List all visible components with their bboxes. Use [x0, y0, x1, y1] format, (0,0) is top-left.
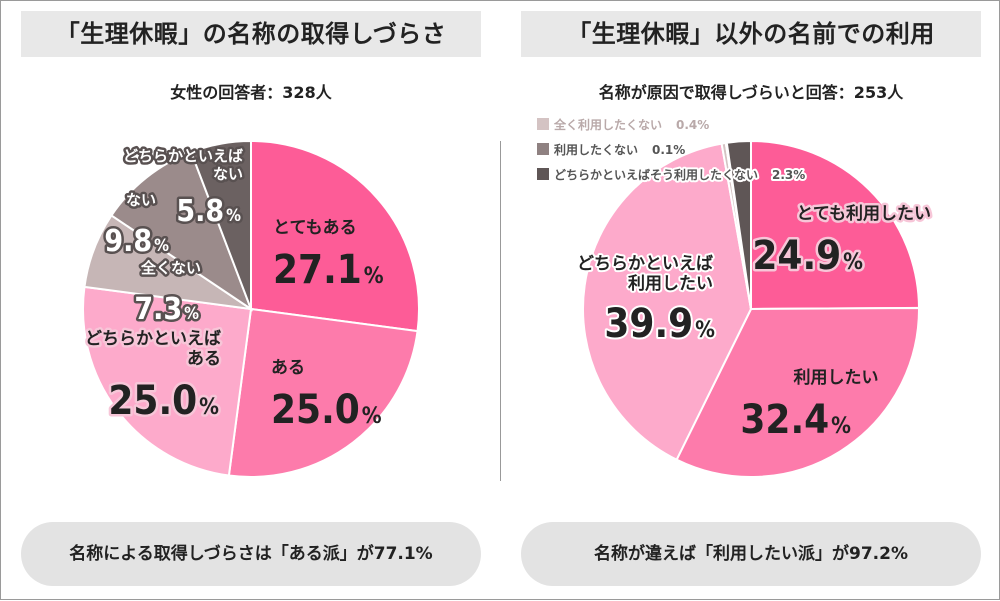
right-legend-item-2: どちらかといえばそう利用したくない 2.3%: [537, 165, 807, 184]
right-legend-swatch-1: [537, 143, 549, 155]
left-label-aru-value: 25.0%: [271, 387, 382, 433]
right-summary-pill: 名称が違えば「利用したい派」が97.2%: [521, 522, 981, 586]
right-legend-item-1: 利用したくない 0.1%: [537, 140, 687, 159]
right-legend-swatch-0: [537, 118, 549, 130]
right-legend-item-0: 全く利用したくない 0.4%: [537, 115, 711, 134]
left-label-dochiraka-aru-text: どちらかといえば: [85, 329, 221, 349]
left-label-dochiraka-nai-text: ない: [213, 165, 243, 183]
right-legend-label-0: 全く利用したくない 0.4%: [553, 117, 709, 132]
left-panel-subtitle: 女性の回答者：328人: [170, 83, 332, 102]
right-pie-slice-0: [750, 139, 921, 311]
right-pie-slice-1: [675, 306, 921, 478]
left-pie-slice-1: [227, 307, 419, 478]
left-pie-slice-4: [110, 150, 254, 312]
left-label-dochiraka-nai-text: どちらかといえば: [123, 147, 243, 165]
right-label-dochiraka-riyou-text: 利用したい: [628, 273, 713, 294]
left-label-nai: ない 9.8%: [102, 189, 172, 262]
left-summary-pill: 名称による取得しづらさは「ある派」が77.1%: [21, 522, 481, 586]
left-pie-slice-0: [250, 139, 420, 333]
right-label-totemo-riyou: とても利用したい 24.9%: [750, 201, 934, 282]
left-label-aru: ある 25.0%: [271, 358, 382, 433]
left-label-mattaku-nai-text: 全くない: [140, 259, 201, 277]
right-pie-slice-2: [582, 142, 753, 461]
panel-divider: [500, 141, 501, 481]
right-label-riyou-text: 利用したい: [794, 367, 879, 388]
left-label-dochiraka-aru-text: ある: [187, 349, 221, 369]
left-label-totemo-aru-value: 27.1%: [273, 247, 384, 293]
left-label-totemo-aru: とてもある 27.1%: [273, 218, 384, 293]
right-label-dochiraka-riyou-text: どちらかといえば: [577, 254, 713, 274]
left-label-nai-text: ない: [126, 191, 156, 209]
left-label-nai-value: 9.8%: [104, 224, 169, 259]
left-label-totemo-aru-text: とてもある: [273, 218, 357, 238]
right-label-totemo-riyou-value: 24.9%: [752, 233, 863, 279]
right-panel-subtitle: 名称が原因で取得しづらいと回答：253人: [598, 83, 904, 102]
left-pie-slice-5: [189, 139, 252, 310]
right-legend-label-2: どちらかといえばそう利用したくない 2.3%: [554, 167, 805, 182]
right-panel-title: 「生理休暇」以外の名前での利用: [521, 11, 981, 57]
left-label-aru-text: ある: [271, 358, 305, 378]
right-legend-label-1: 利用したくない 0.1%: [554, 142, 685, 157]
left-label-dochiraka-aru-value: 25.0%: [108, 378, 219, 424]
right-label-totemo-riyou-text: とても利用したい: [796, 203, 931, 224]
left-panel-title: 「生理休暇」の名称の取得しづらさ: [21, 11, 481, 57]
right-legend-swatch-2: [537, 168, 549, 180]
left-pie-slice-2: [82, 285, 253, 477]
right-pie-slice-5: [725, 139, 752, 310]
